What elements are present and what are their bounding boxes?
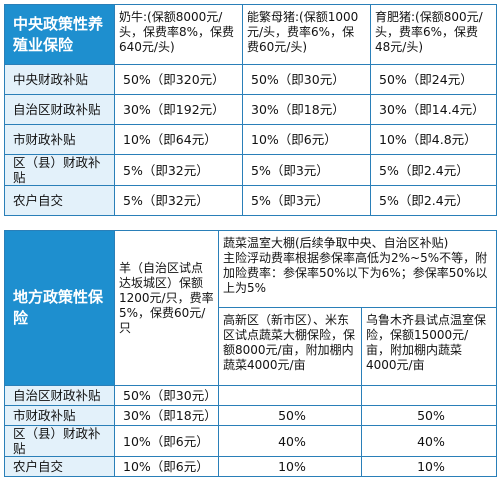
table-cell: 5%（即3元）: [242, 185, 371, 216]
table-cell: 5%（即32元）: [114, 185, 243, 216]
sow-column-header: 能繁母猪:(保额1000元/头，费率6%，保费60元/头): [242, 4, 371, 65]
table-cell: 30%（即18元）: [114, 405, 219, 426]
table-row: 农户自交 5%（即32元） 5%（即3元） 5%（即2.4元）: [4, 185, 497, 216]
table-cell: 30%（即14.4元）: [370, 94, 497, 125]
table-cell: 30%（即18元）: [242, 94, 371, 125]
row-label: 区（县）财政补贴: [4, 154, 115, 186]
central-table-title: 中央政策性养殖业保险: [4, 4, 115, 65]
central-insurance-table: 中央政策性养殖业保险 奶牛:(保额8000元/头，保费率8%，保费640元/头)…: [4, 4, 497, 216]
row-label: 区（县）财政补贴: [4, 425, 115, 457]
table-row: 自治区财政补贴 50%（即30元）: [4, 385, 497, 406]
table-row: 区（县）财政补贴 10%（即6元） 40% 40%: [4, 425, 497, 457]
table-cell: 40%: [218, 425, 362, 457]
table-cell: 5%（即2.4元）: [370, 154, 497, 186]
table-cell: 5%（即32元）: [114, 154, 243, 186]
row-label: 中央财政补贴: [4, 64, 115, 95]
fattening-pig-column-header: 育肥猪:(保额800元/头，费率6%，保费48元/头): [370, 4, 497, 65]
table-cell: 50%（即320元）: [114, 64, 243, 95]
table-row: 自治区财政补贴 30%（即192元） 30%（即18元） 30%（即14.4元）: [4, 94, 497, 125]
row-label: 市财政补贴: [4, 405, 115, 426]
table-cell: 50%（即30元）: [114, 385, 219, 406]
table-row: 农户自交 10%（即6元） 10% 10%: [4, 456, 497, 477]
table-cell: 10%（即6元）: [114, 425, 219, 457]
urumqi-county-greenhouse-header: 乌鲁木齐县试点温室保险，保额15000元/亩，附加棚内蔬菜4000元/亩: [361, 307, 497, 386]
table-cell: 10%（即64元）: [114, 124, 243, 155]
row-label: 农户自交: [4, 456, 115, 477]
local-table-title: 地方政策性保险: [4, 230, 115, 386]
table-row: 市财政补贴 30%（即18元） 50% 50%: [4, 405, 497, 426]
row-label: 市财政补贴: [4, 124, 115, 155]
row-label: 自治区财政补贴: [4, 385, 115, 406]
table-row: 市财政补贴 10%（即64元） 10%（即6元） 10%（即4.8元）: [4, 124, 497, 155]
table-cell: 10%（即6元）: [114, 456, 219, 477]
table-cell: 5%（即2.4元）: [370, 185, 497, 216]
table-cell: 10%（即4.8元）: [370, 124, 497, 155]
row-label: 自治区财政补贴: [4, 94, 115, 125]
table-cell: [218, 385, 362, 406]
table-cell: 40%: [361, 425, 497, 457]
table-cell: 10%（即6元）: [242, 124, 371, 155]
vegetable-greenhouse-group-header: 蔬菜温室大棚(后续争取中央、自治区补贴) 主险浮动费率根据参保率高低为2%~5%…: [218, 230, 497, 308]
table-cell: 50%（即30元）: [242, 64, 371, 95]
local-insurance-table: 地方政策性保险 羊（自治区试点达坂城区）保额1200元/只，费率5%，保费60元…: [4, 230, 497, 477]
table-row: 中央财政补贴 50%（即320元） 50%（即30元） 50%（即24元）: [4, 64, 497, 95]
dairy-cow-column-header: 奶牛:(保额8000元/头，保费率8%，保费640元/头): [114, 4, 243, 65]
table-row: 区（县）财政补贴 5%（即32元） 5%（即3元） 5%（即2.4元）: [4, 154, 497, 186]
table-cell: 50%: [361, 405, 497, 426]
sheep-column-header: 羊（自治区试点达坂城区）保额1200元/只，费率5%，保费60元/只: [114, 230, 219, 386]
table-cell: [361, 385, 497, 406]
gaoxin-midong-greenhouse-header: 高新区（新市区）、米东区试点蔬菜大棚保险，保额8000元/亩，附加棚内蔬菜400…: [218, 307, 362, 386]
table-cell: 50%（即24元）: [370, 64, 497, 95]
table-cell: 5%（即3元）: [242, 154, 371, 186]
table-cell: 50%: [218, 405, 362, 426]
table-cell: 30%（即192元）: [114, 94, 243, 125]
table-cell: 10%: [361, 456, 497, 477]
table-cell: 10%: [218, 456, 362, 477]
row-label: 农户自交: [4, 185, 115, 216]
